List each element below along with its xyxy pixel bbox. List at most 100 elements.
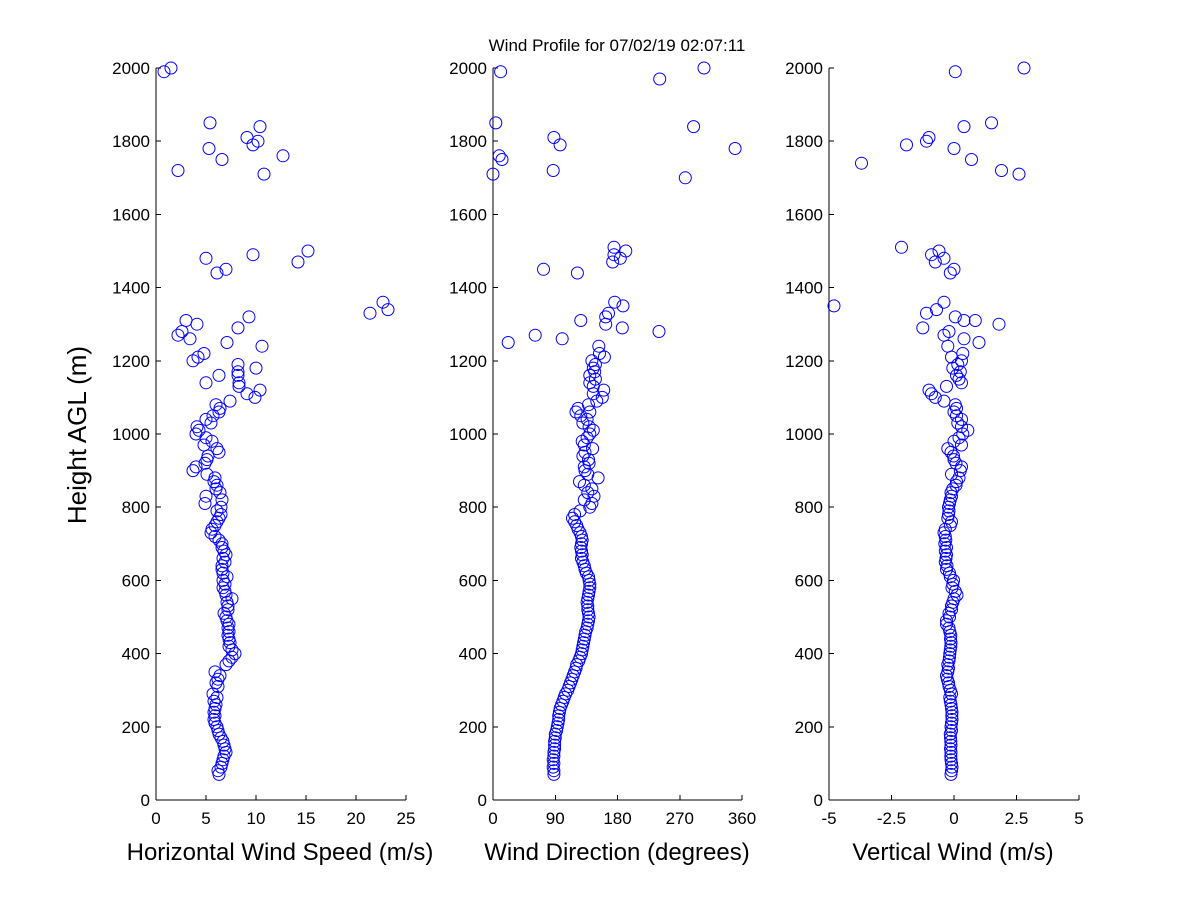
- direction-y-tick-label: 1400: [449, 279, 487, 298]
- speed-data-point: [200, 467, 214, 481]
- speed-y-tick-label: 1600: [112, 205, 150, 224]
- vertical-data-point: [945, 760, 959, 774]
- vertical-data-point: [922, 383, 936, 397]
- vertical-data-point: [957, 314, 971, 327]
- speed-data-point: [212, 445, 226, 459]
- vertical-data-point: [925, 248, 938, 262]
- direction-x-tick-label: 180: [603, 809, 631, 828]
- speed-data-point: [301, 244, 315, 258]
- vertical-data-point: [943, 266, 957, 280]
- vertical-data-point: [945, 489, 958, 503]
- speed-data-point: [208, 665, 222, 679]
- direction-data-point: [582, 610, 596, 624]
- vertical-data-point: [944, 767, 958, 781]
- direction-data-point: [587, 489, 601, 503]
- speed-data-point: [212, 368, 226, 382]
- direction-y-tick-label: 600: [459, 571, 487, 590]
- direction-data-point: [580, 412, 594, 426]
- speed-data-point: [216, 734, 230, 748]
- vertical-data-point: [930, 303, 943, 317]
- speed-data-point: [215, 153, 229, 166]
- direction-data-point: [615, 321, 629, 335]
- speed-data-point: [171, 164, 185, 177]
- direction-data-point: [586, 442, 600, 456]
- speed-data-point: [186, 464, 200, 478]
- vertical-data-point: [957, 120, 971, 134]
- speed-data-point: [207, 694, 221, 708]
- speed-data-point: [213, 486, 227, 500]
- speed-data-point: [164, 61, 178, 75]
- direction-data-point: [573, 504, 587, 518]
- speed-y-tick-label: 2000: [112, 59, 150, 78]
- direction-y-tick-label: 1200: [449, 352, 487, 371]
- speed-data-point: [216, 573, 230, 587]
- vertical-y-tick-label: 1800: [785, 132, 823, 151]
- vertical-x-tick-label: 2.5: [1005, 809, 1029, 828]
- direction-data-point: [582, 420, 596, 434]
- vertical-data-point: [937, 251, 951, 265]
- speed-data-point: [248, 390, 262, 404]
- speed-data-point: [215, 541, 229, 554]
- speed-data-point: [199, 412, 213, 426]
- speed-data-point: [213, 669, 227, 683]
- vertical-data-point: [932, 244, 946, 258]
- vertical-x-tick-label: 0: [949, 809, 958, 828]
- vertical-data-point: [949, 456, 963, 470]
- vertical-data-point: [1012, 167, 1026, 181]
- direction-data-point: [573, 475, 586, 489]
- direction-panel: Wind Direction (degrees) 0 200 400 600 800 10…: [449, 59, 756, 866]
- vertical-data-point: [944, 731, 957, 745]
- vertical-y-tick-label: 1400: [785, 279, 823, 298]
- speed-data-point: [232, 379, 246, 393]
- speed-data-point: [186, 354, 200, 368]
- figure-title: Wind Profile for 07/02/19 02:07:11: [489, 36, 746, 55]
- vertical-data-point: [957, 332, 971, 346]
- direction-data-point: [501, 336, 515, 349]
- speed-y-tick-label: 0: [141, 791, 150, 810]
- speed-data-point: [231, 358, 245, 371]
- vertical-data-point: [942, 621, 956, 635]
- speed-x-tick-label: 10: [247, 809, 266, 828]
- vertical-data-point: [895, 240, 908, 254]
- vertical-y-tick-label: 0: [814, 791, 823, 810]
- vertical-data-point: [947, 453, 961, 467]
- speed-data-point: [255, 339, 269, 353]
- vertical-y-tick-label: 400: [795, 645, 823, 664]
- vertical-data-point: [955, 376, 968, 390]
- direction-data-point: [576, 449, 590, 463]
- direction-data-point: [586, 423, 600, 437]
- direction-data-point: [548, 738, 562, 752]
- vertical-x-tick-label: -2.5: [877, 809, 906, 828]
- speed-data-point: [199, 431, 213, 445]
- speed-y-tick-label: 1200: [112, 352, 150, 371]
- speed-data-point: [253, 383, 267, 397]
- speed-data-point: [363, 306, 377, 320]
- direction-x-axis-label: Wind Direction (degrees): [484, 839, 749, 866]
- vertical-data-point: [942, 680, 956, 693]
- vertical-data-point: [943, 643, 957, 657]
- vertical-data-point: [948, 65, 962, 79]
- direction-x-tick-label: 0: [488, 809, 497, 828]
- vertical-data-point: [948, 310, 962, 324]
- vertical-data-point: [943, 694, 957, 708]
- vertical-data-point: [937, 394, 951, 408]
- speed-data-point: [213, 401, 227, 415]
- vertical-data-point: [944, 636, 958, 650]
- direction-data-point: [592, 339, 606, 353]
- vertical-data-point: [955, 438, 968, 452]
- vertical-data-point: [939, 533, 953, 547]
- direction-y-tick-label: 0: [478, 791, 487, 810]
- direction-data-point: [599, 310, 613, 324]
- direction-data-point: [583, 368, 597, 382]
- speed-data-point: [220, 336, 234, 349]
- vertical-data-point: [945, 467, 958, 481]
- vertical-data-point: [944, 632, 957, 646]
- vertical-data-point: [855, 156, 868, 170]
- vertical-data-point: [945, 705, 959, 719]
- vertical-data-point: [955, 412, 968, 426]
- speed-data-point: [211, 680, 225, 693]
- vertical-data-point: [968, 314, 982, 327]
- vertical-data-point: [945, 756, 958, 770]
- speed-data-point: [209, 676, 223, 690]
- direction-data-point: [566, 511, 579, 525]
